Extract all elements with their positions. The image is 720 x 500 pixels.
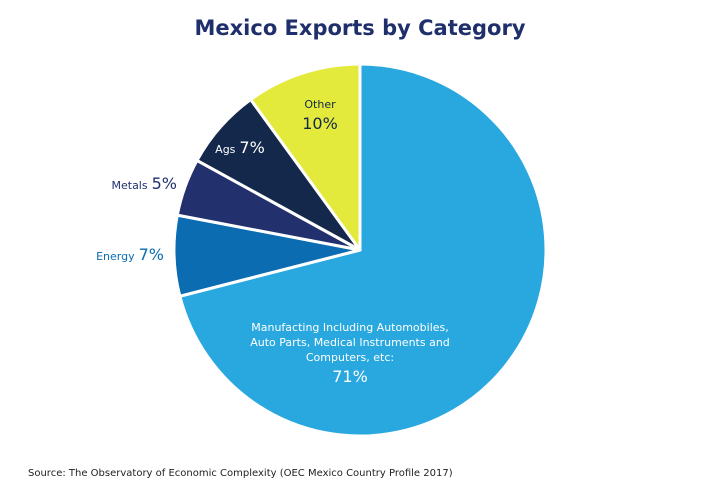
chart-title: Mexico Exports by Category xyxy=(194,16,526,40)
slice-label: Manufacting Including Automobiles, Auto … xyxy=(240,320,460,386)
category-label: Manufacting Including Automobiles, Auto … xyxy=(250,321,450,364)
slice-label: Other 10% xyxy=(280,97,360,133)
slice-label: Metals 5% xyxy=(60,174,178,193)
value-label: 10% xyxy=(302,114,338,133)
category-label: Other xyxy=(304,98,336,111)
category-label: Energy xyxy=(96,250,135,263)
category-label: Ags xyxy=(215,143,236,156)
pie-slice xyxy=(178,62,548,438)
source-note: Source: The Observatory of Economic Comp… xyxy=(28,468,453,479)
value-label: 7% xyxy=(138,245,164,264)
pie-slice xyxy=(249,62,362,252)
value-label: 7% xyxy=(239,138,265,157)
slice-label: Energy 7% xyxy=(60,247,164,264)
slice-label: Ags 7% xyxy=(200,140,280,157)
category-label: Metals xyxy=(111,179,148,192)
value-label: 5% xyxy=(151,174,177,193)
value-label: 71% xyxy=(332,367,368,386)
